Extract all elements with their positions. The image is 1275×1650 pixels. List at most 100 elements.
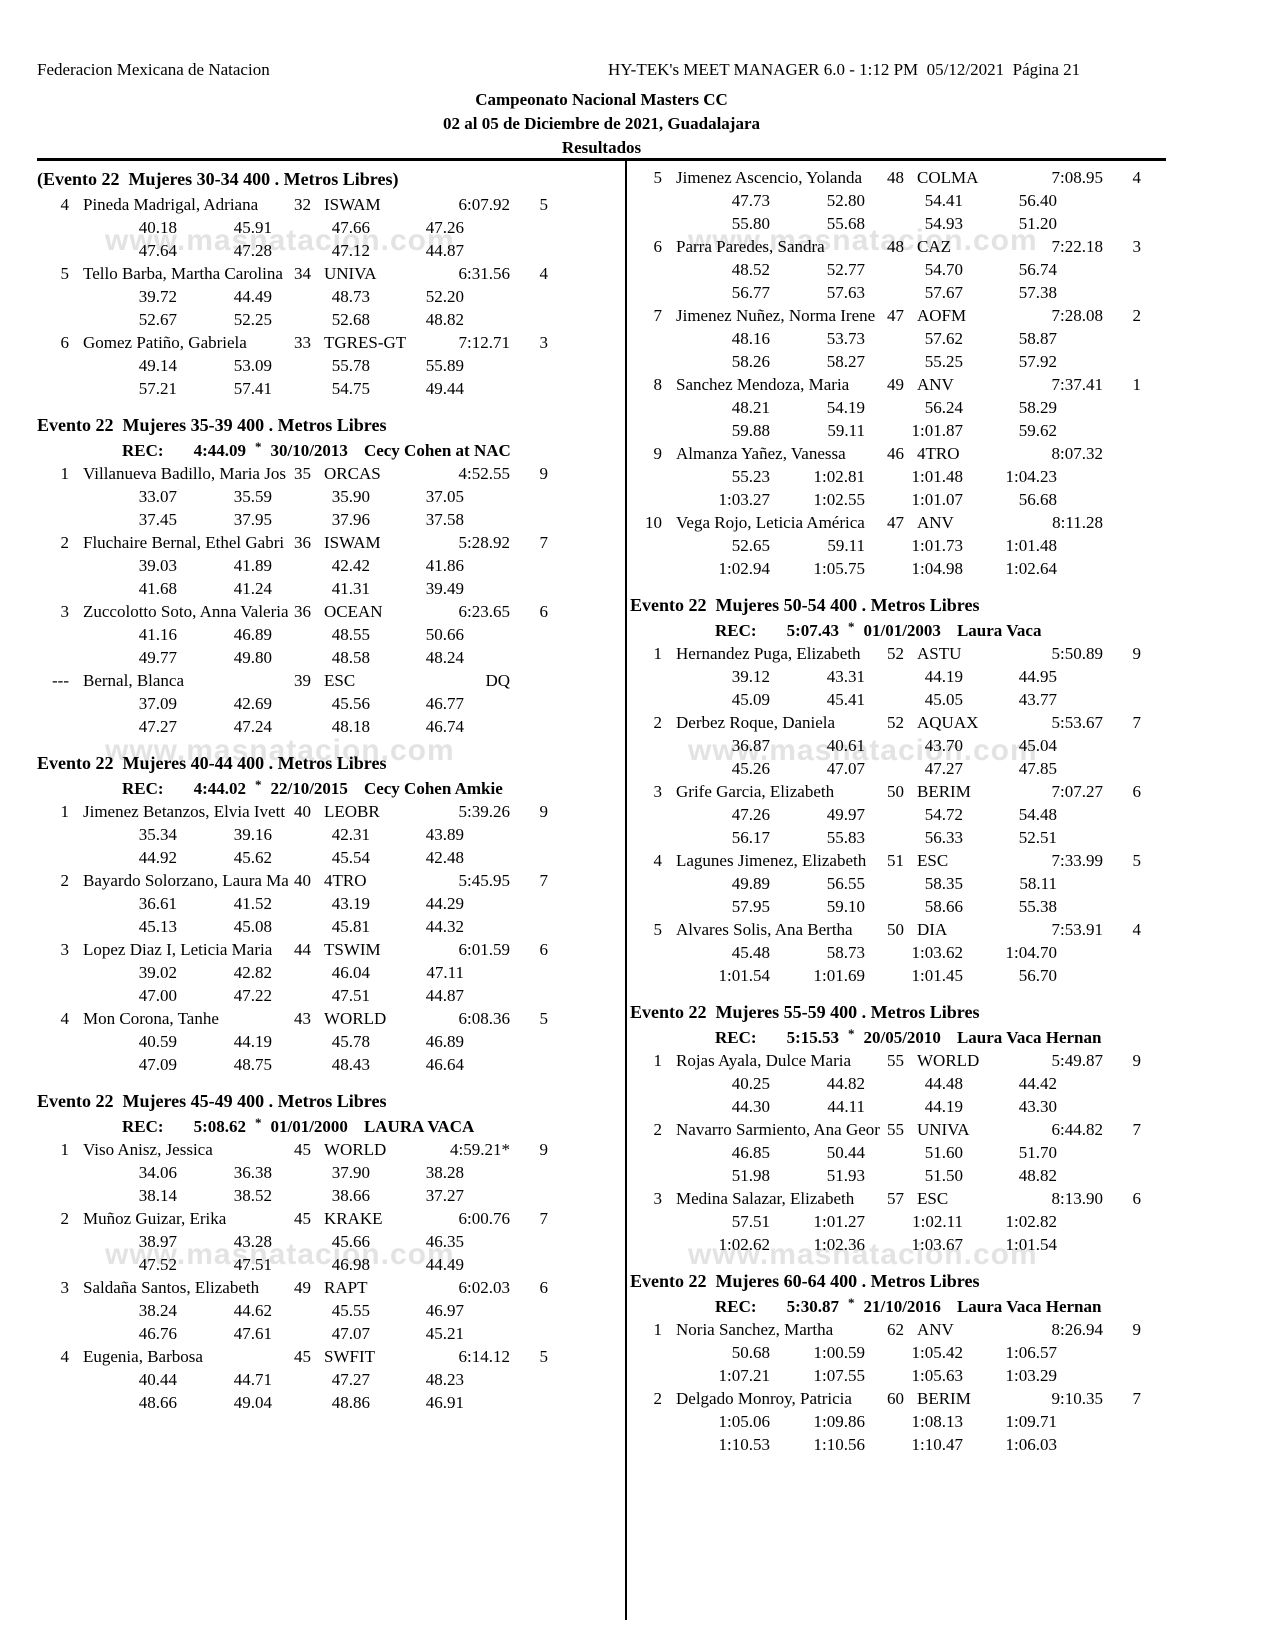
split-time: 46.85 — [731, 1143, 770, 1162]
result-row: 1 Rojas Ayala, Dulce Maria 55 WORLD 5:49.87 9 — [630, 1049, 1172, 1072]
final-time: 6:08.36 — [458, 1009, 510, 1028]
result-row: 2 Muñoz Guizar, Erika 45 KRAKE 6:00.76 7 — [37, 1207, 617, 1230]
split-time: 38.97 — [138, 1232, 177, 1251]
swimmer-name: Grife Garcia, Elizabeth — [676, 782, 835, 801]
record-date: 21/10/2016 — [863, 1297, 941, 1316]
points: 9 — [1132, 644, 1142, 663]
place: 4 — [60, 1347, 70, 1366]
place: 5 — [60, 264, 70, 283]
splits-row: 1:07.21 1:07.55 1:05.63 1:03.29 — [630, 1364, 1172, 1387]
splits-row: 39.12 43.31 44.19 44.95 — [630, 665, 1172, 688]
split-time: 48.52 — [731, 260, 770, 279]
split-time: 1:02.94 — [718, 559, 770, 578]
split-time: 39.16 — [233, 825, 272, 844]
split-time: 40.18 — [138, 218, 177, 237]
split-time: 59.11 — [827, 536, 865, 555]
split-time: 56.55 — [826, 874, 865, 893]
split-time: 47.07 — [826, 759, 865, 778]
split-time: 44.92 — [138, 848, 177, 867]
split-time: 54.72 — [924, 805, 963, 824]
points: 7 — [1132, 1120, 1142, 1139]
place: 3 — [653, 1189, 663, 1208]
age: 55 — [887, 1120, 904, 1139]
record-date: 01/01/2003 — [863, 621, 941, 640]
split-time: 44.71 — [233, 1370, 272, 1389]
place: 4 — [653, 851, 663, 870]
age: 50 — [887, 920, 904, 939]
split-time: 43.89 — [425, 825, 464, 844]
swimmer-name: Tello Barba, Martha Carolina — [83, 264, 283, 283]
split-time: 44.11 — [827, 1097, 865, 1116]
split-time: 37.90 — [331, 1163, 370, 1182]
points: 9 — [539, 802, 549, 821]
split-time: 48.58 — [331, 648, 370, 667]
split-time: 58.26 — [731, 352, 770, 371]
points: 9 — [539, 464, 549, 483]
splits-row: 55.80 55.68 54.93 51.20 — [630, 212, 1172, 235]
split-time: 59.10 — [826, 897, 865, 916]
split-time: 56.68 — [1018, 490, 1057, 509]
age: 62 — [887, 1320, 904, 1339]
final-time: 5:49.87 — [1051, 1051, 1103, 1070]
team: WORLD — [917, 1051, 980, 1070]
final-time: 9:10.35 — [1051, 1389, 1103, 1408]
watermark: www.masnatacion.com — [688, 734, 1038, 767]
result-row: 3 Zuccolotto Soto, Anna Valeria 36 OCEAN 6:2… — [37, 600, 617, 623]
result-row: 5 Jimenez Ascencio, Yolanda 48 COLMA 7:08.95… — [630, 166, 1172, 189]
splits-row: 35.34 39.16 42.31 43.89 — [37, 823, 617, 846]
split-time: 40.25 — [731, 1074, 770, 1093]
splits-row: 59.88 59.11 1:01.87 59.62 — [630, 419, 1172, 442]
final-time: 8:13.90 — [1051, 1189, 1103, 1208]
split-time: 55.25 — [924, 352, 963, 371]
place: 3 — [60, 1278, 70, 1297]
place: 6 — [60, 333, 70, 352]
age: 45 — [294, 1209, 311, 1228]
split-time: 1:07.55 — [813, 1366, 865, 1385]
split-time: 44.48 — [924, 1074, 963, 1093]
record-flag: * — [847, 1026, 855, 1041]
swimmer-name: Medina Salazar, Elizabeth — [676, 1189, 855, 1208]
split-time: 49.97 — [826, 805, 865, 824]
split-time: 45.41 — [826, 690, 865, 709]
age: 48 — [887, 168, 904, 187]
split-time: 1:05.42 — [911, 1343, 963, 1362]
record-holder: Laura Vaca Hernan — [956, 1028, 1102, 1047]
age: 33 — [294, 333, 311, 352]
splits-row: 1:05.06 1:09.86 1:08.13 1:09.71 — [630, 1410, 1172, 1433]
splits-row: 40.18 45.91 47.66 47.26 — [37, 216, 617, 239]
swimmer-name: Jimenez Betanzos, Elvia Ivett — [83, 802, 286, 821]
swimmer-name: Eugenia, Barbosa — [83, 1347, 203, 1366]
split-time: 1:05.63 — [911, 1366, 963, 1385]
split-time: 1:06.03 — [1005, 1435, 1057, 1454]
result-row: 4 Mon Corona, Tanhe 43 WORLD 6:08.36 5 — [37, 1007, 617, 1030]
split-time: 54.70 — [924, 260, 963, 279]
age: 40 — [294, 802, 311, 821]
split-time: 48.66 — [138, 1393, 177, 1412]
split-time: 1:10.56 — [813, 1435, 865, 1454]
final-time: 7:12.71 — [458, 333, 510, 352]
result-row: 10 Vega Rojo, Leticia América 47 ANV 8:11.28 — [630, 511, 1172, 534]
split-time: 36.38 — [233, 1163, 272, 1182]
split-time: 53.09 — [233, 356, 272, 375]
team: ESC — [917, 851, 949, 870]
record-row: REC: 4:44.09 * 30/10/2013 Cecy Cohen at NAC — [37, 439, 617, 462]
split-time: 58.11 — [1019, 874, 1057, 893]
split-time: 45.09 — [731, 690, 770, 709]
split-time: 1:02.81 — [813, 467, 865, 486]
final-time: 6:23.65 — [458, 602, 510, 621]
team: ANV — [917, 1320, 954, 1339]
split-time: 57.38 — [1018, 283, 1057, 302]
split-time: 47.27 — [138, 717, 177, 736]
split-time: 48.21 — [731, 398, 770, 417]
split-time: 45.55 — [331, 1301, 370, 1320]
splits-row: 46.76 47.61 47.07 45.21 — [37, 1322, 617, 1345]
watermark: www.masnatacion.com — [688, 224, 1038, 257]
split-time: 1:04.23 — [1005, 467, 1057, 486]
age: 52 — [887, 713, 904, 732]
swimmer-name: Alvares Solis, Ana Bertha — [676, 920, 853, 939]
place: 5 — [653, 920, 663, 939]
split-time: 53.73 — [826, 329, 865, 348]
team: AQUAX — [917, 713, 979, 732]
swimmer-name: Parra Paredes, Sandra — [676, 237, 825, 256]
splits-row: 37.09 42.69 45.56 46.77 — [37, 692, 617, 715]
